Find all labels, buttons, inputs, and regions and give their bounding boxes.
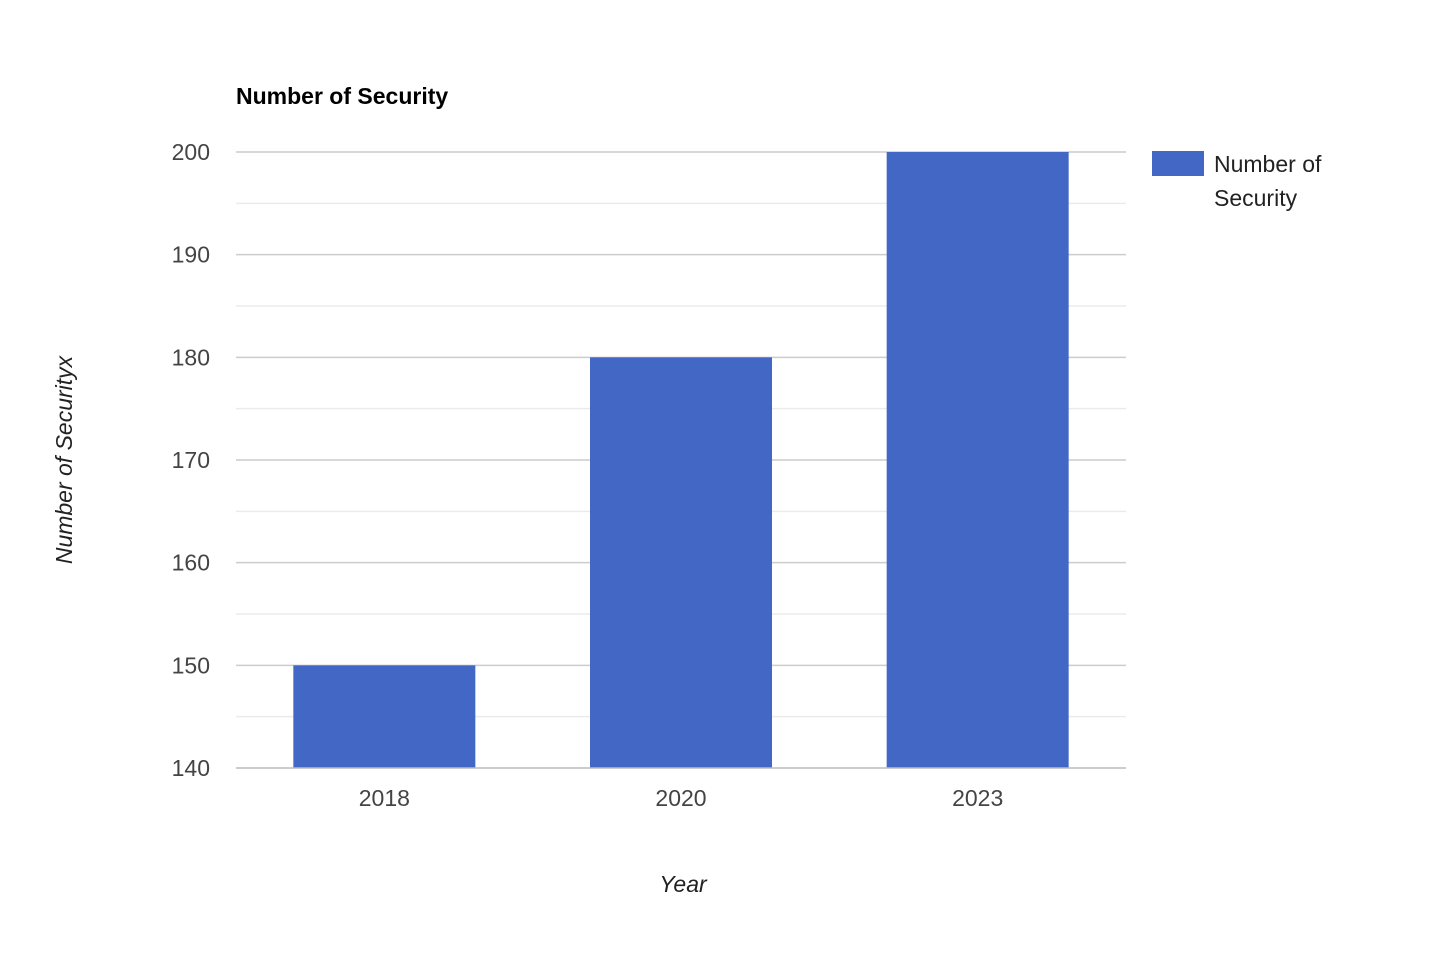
y-tick-label: 190 xyxy=(172,242,210,268)
y-tick-label: 150 xyxy=(172,652,210,678)
bar-2023 xyxy=(886,152,1069,768)
y-tick-label: 200 xyxy=(172,139,210,165)
x-axis-title: Year xyxy=(659,871,708,897)
bar-2020 xyxy=(590,357,772,768)
x-tick-label: 2020 xyxy=(655,785,706,811)
legend-swatch xyxy=(1152,151,1204,176)
chart-title: Number of Security xyxy=(236,83,448,109)
bars xyxy=(293,152,1069,768)
y-tick-label: 160 xyxy=(172,550,210,576)
x-tick-label: 2018 xyxy=(359,785,410,811)
legend: Number of Security xyxy=(1152,151,1322,211)
y-axis-title: Number of Securityx xyxy=(51,354,77,564)
legend-label-line-1: Number of xyxy=(1214,151,1322,177)
y-axis-ticks: 140 150 160 170 180 190 200 xyxy=(172,139,210,781)
y-tick-label: 140 xyxy=(172,755,210,781)
y-tick-label: 170 xyxy=(172,447,210,473)
x-tick-label: 2023 xyxy=(952,785,1003,811)
y-tick-label: 180 xyxy=(172,344,210,370)
legend-label-line-2: Security xyxy=(1214,185,1298,211)
bar-2018 xyxy=(293,665,476,768)
x-axis-ticks: 2018 2020 2023 xyxy=(359,785,1004,811)
